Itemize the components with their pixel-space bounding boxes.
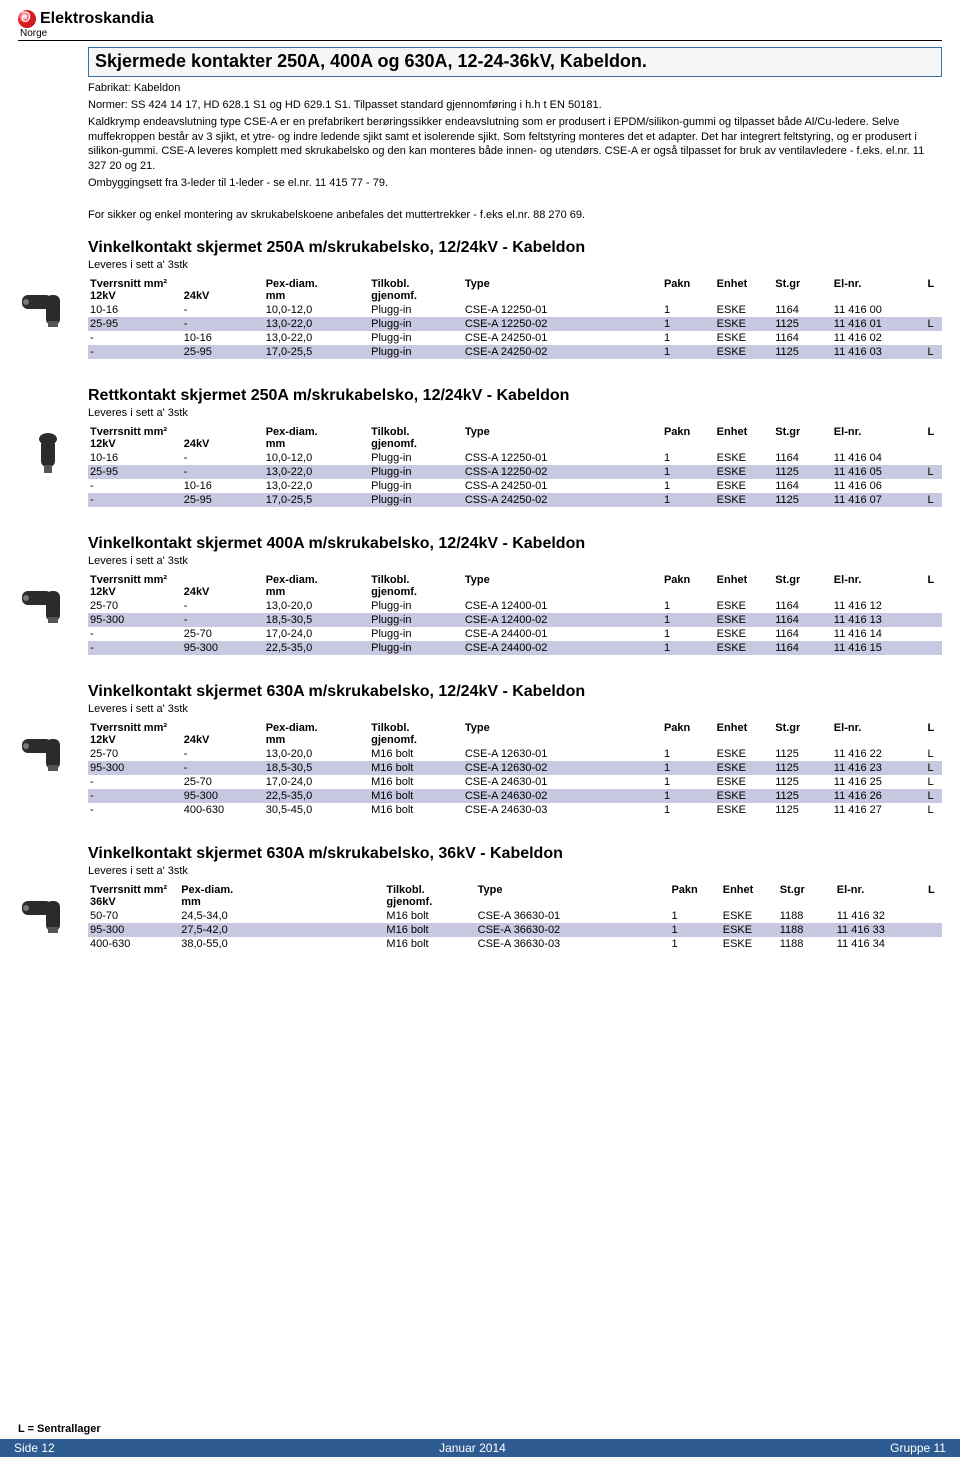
table-row: -25-7017,0-24,0M16 bolt CSE-A 24630-011E… bbox=[88, 775, 942, 789]
section-title: Vinkelkontakt skjermet 400A m/skrukabels… bbox=[88, 535, 942, 553]
product-thumb-icon bbox=[18, 577, 78, 625]
brand-logo-icon bbox=[18, 10, 36, 28]
section-subtitle: Leveres i sett a' 3stk bbox=[88, 259, 942, 271]
section-title: Vinkelkontakt skjermet 630A m/skrukabels… bbox=[88, 683, 942, 701]
brand-header: Elektroskandia Norge bbox=[18, 10, 942, 41]
table-row: 25-95-13,0-22,0Plugg-in CSE-A 12250-021E… bbox=[88, 317, 942, 331]
product-table: Tverrsnitt mm²12kV 24kV Pex-diam.mm Tilk… bbox=[88, 277, 942, 359]
product-table: Tverrsnitt mm²12kV 24kV Pex-diam.mm Tilk… bbox=[88, 573, 942, 655]
product-section: Vinkelkontakt skjermet 630A m/skrukabels… bbox=[88, 683, 942, 817]
section-subtitle: Leveres i sett a' 3stk bbox=[88, 865, 942, 877]
table-row: 50-7024,5-34,0M16 bolt CSE-A 36630-011ES… bbox=[88, 909, 942, 923]
brand-region: Norge bbox=[20, 28, 942, 39]
intro-text: Fabrikat: Kabeldon Normer: SS 424 14 17,… bbox=[88, 81, 942, 223]
product-section: Vinkelkontakt skjermet 250A m/skrukabels… bbox=[88, 239, 942, 359]
table-row: 25-95-13,0-22,0Plugg-in CSS-A 12250-021E… bbox=[88, 465, 942, 479]
section-title: Vinkelkontakt skjermet 250A m/skrukabels… bbox=[88, 239, 942, 257]
product-table: Tverrsnitt mm²12kV 24kV Pex-diam.mm Tilk… bbox=[88, 425, 942, 507]
table-row: 95-300-18,5-30,5M16 bolt CSE-A 12630-021… bbox=[88, 761, 942, 775]
page-title: Skjermede kontakter 250A, 400A og 630A, … bbox=[95, 51, 935, 72]
legend-note: L = Sentrallager bbox=[18, 1423, 101, 1435]
table-row: 95-30027,5-42,0M16 bolt CSE-A 36630-021E… bbox=[88, 923, 942, 937]
table-row: -95-30022,5-35,0M16 bolt CSE-A 24630-021… bbox=[88, 789, 942, 803]
table-row: -10-1613,0-22,0Plugg-in CSE-A 24250-011E… bbox=[88, 331, 942, 345]
table-row: 400-63038,0-55,0M16 bolt CSE-A 36630-031… bbox=[88, 937, 942, 951]
table-row: -25-9517,0-25,5Plugg-in CSE-A 24250-021E… bbox=[88, 345, 942, 359]
table-row: -10-1613,0-22,0Plugg-in CSS-A 24250-011E… bbox=[88, 479, 942, 493]
table-row: 10-16-10,0-12,0Plugg-in CSE-A 12250-011E… bbox=[88, 303, 942, 317]
section-title: Rettkontakt skjermet 250A m/skrukabelsko… bbox=[88, 387, 942, 405]
product-table: Tverrsnitt mm²12kV 24kV Pex-diam.mm Tilk… bbox=[88, 721, 942, 817]
table-row: 25-70-13,0-20,0Plugg-in CSE-A 12400-011E… bbox=[88, 599, 942, 613]
page-title-box: Skjermede kontakter 250A, 400A og 630A, … bbox=[88, 47, 942, 77]
section-subtitle: Leveres i sett a' 3stk bbox=[88, 407, 942, 419]
product-thumb-icon bbox=[18, 887, 78, 935]
product-section: Vinkelkontakt skjermet 400A m/skrukabels… bbox=[88, 535, 942, 655]
product-thumb-icon bbox=[18, 429, 78, 477]
product-section: Rettkontakt skjermet 250A m/skrukabelsko… bbox=[88, 387, 942, 507]
table-row: -25-7017,0-24,0Plugg-in CSE-A 24400-011E… bbox=[88, 627, 942, 641]
product-thumb-icon bbox=[18, 281, 78, 329]
table-row: -400-63030,5-45,0M16 bolt CSE-A 24630-03… bbox=[88, 803, 942, 817]
section-subtitle: Leveres i sett a' 3stk bbox=[88, 703, 942, 715]
section-title: Vinkelkontakt skjermet 630A m/skrukabels… bbox=[88, 845, 942, 863]
page-footer: Side 12 Januar 2014 Gruppe 11 bbox=[0, 1439, 960, 1457]
product-section: Vinkelkontakt skjermet 630A m/skrukabels… bbox=[88, 845, 942, 951]
table-row: 95-300-18,5-30,5Plugg-in CSE-A 12400-021… bbox=[88, 613, 942, 627]
product-thumb-icon bbox=[18, 725, 78, 773]
brand-name: Elektroskandia bbox=[40, 10, 154, 28]
table-row: 25-70-13,0-20,0M16 bolt CSE-A 12630-011E… bbox=[88, 747, 942, 761]
section-subtitle: Leveres i sett a' 3stk bbox=[88, 555, 942, 567]
product-table: Tverrsnitt mm²36kV Pex-diam.mm Tilkobl.g… bbox=[88, 883, 942, 951]
table-row: -95-30022,5-35,0Plugg-in CSE-A 24400-021… bbox=[88, 641, 942, 655]
table-row: 10-16-10,0-12,0Plugg-in CSS-A 12250-011E… bbox=[88, 451, 942, 465]
table-row: -25-9517,0-25,5Plugg-in CSS-A 24250-021E… bbox=[88, 493, 942, 507]
